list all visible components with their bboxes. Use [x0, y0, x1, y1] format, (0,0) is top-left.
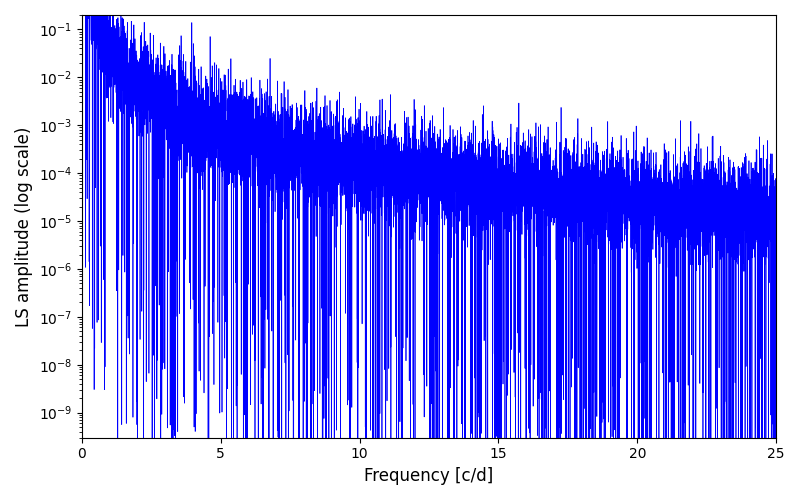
Y-axis label: LS amplitude (log scale): LS amplitude (log scale) [15, 126, 33, 326]
X-axis label: Frequency [c/d]: Frequency [c/d] [364, 467, 494, 485]
